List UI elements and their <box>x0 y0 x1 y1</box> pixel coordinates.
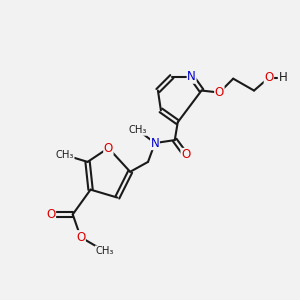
Text: O: O <box>215 86 224 99</box>
Text: N: N <box>187 70 196 83</box>
Text: CH₃: CH₃ <box>56 150 74 160</box>
Text: CH₃: CH₃ <box>129 125 147 135</box>
Text: O: O <box>181 148 190 161</box>
Text: O: O <box>46 208 56 221</box>
Text: N: N <box>151 136 159 150</box>
Text: O: O <box>104 142 113 154</box>
Text: O: O <box>76 231 85 244</box>
Text: CH₃: CH₃ <box>95 246 114 256</box>
Text: H: H <box>278 71 287 84</box>
Text: O: O <box>264 71 274 84</box>
